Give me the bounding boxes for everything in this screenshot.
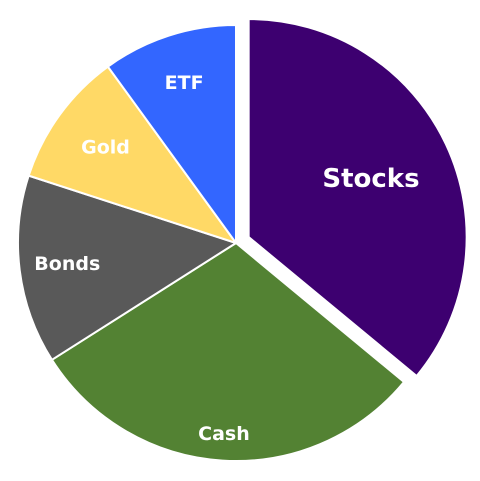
pie-label-cash: Cash: [198, 423, 250, 445]
pie-labels: Stocks Cash Bonds Gold ETF: [34, 72, 419, 445]
pie-label-bonds: Bonds: [34, 253, 100, 275]
pie-slice-bonds: [17, 174, 237, 361]
pie-slices: [17, 18, 468, 462]
pie-label-stocks: Stocks: [322, 164, 419, 194]
pie-label-etf: ETF: [165, 72, 204, 94]
pie-slice-cash: [50, 242, 405, 462]
pie-label-gold: Gold: [81, 137, 130, 159]
pie-slice-gold: [27, 65, 237, 244]
pie-slice-stocks: [247, 18, 468, 377]
pie-slice-etf: [106, 24, 237, 244]
